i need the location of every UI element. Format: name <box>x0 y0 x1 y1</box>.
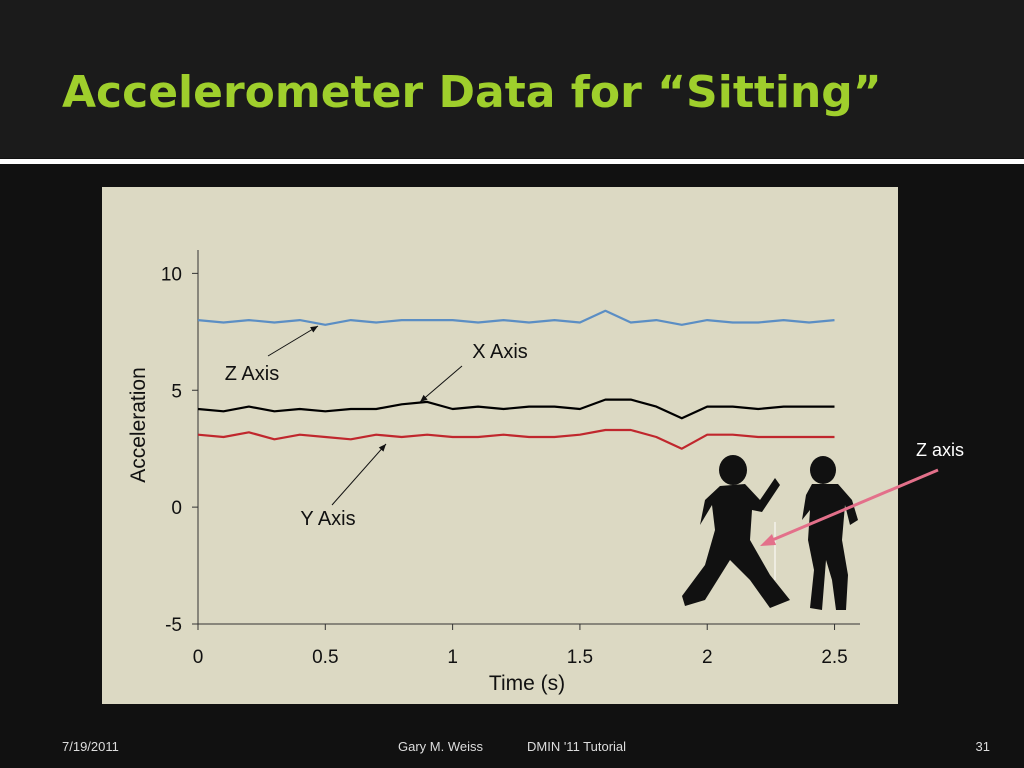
series-label: X Axis <box>472 341 528 363</box>
callout-arrow <box>769 468 939 543</box>
x-tick-label: 2 <box>702 647 713 668</box>
footer-date: 7/19/2011 <box>62 739 119 754</box>
x-tick-label: 0 <box>193 647 204 668</box>
footer-page: 31 <box>976 739 990 754</box>
title-bar <box>0 0 1024 158</box>
annotation-arrowhead <box>378 444 386 452</box>
annotation-arrowhead <box>420 394 428 402</box>
annotation-arrow <box>331 443 387 506</box>
x-tick-label: 1 <box>447 647 458 668</box>
x-tick-label: 2.5 <box>821 647 847 668</box>
callout-label: Z axis <box>916 440 964 460</box>
series-line <box>197 428 835 450</box>
y-tick-label: 0 <box>171 498 182 519</box>
slide-title: Accelerometer Data for “Sitting” <box>62 67 882 118</box>
x-tick-label: 0.5 <box>312 647 338 668</box>
title-rule <box>0 159 1024 164</box>
footer-event: DMIN '11 Tutorial <box>527 739 626 754</box>
series-label: Y Axis <box>300 508 355 530</box>
x-axis-label: Time (s) <box>489 672 565 695</box>
y-tick-label: 10 <box>161 264 182 285</box>
y-tick-label: -5 <box>165 615 182 636</box>
runners-figure <box>682 455 858 610</box>
series-line <box>197 309 835 326</box>
y-axis-label: Acceleration <box>127 367 150 483</box>
x-tick-label: 1.5 <box>567 647 593 668</box>
series-label: Z Axis <box>225 363 279 385</box>
annotation-arrow <box>267 325 319 357</box>
series-line <box>197 398 835 420</box>
footer-author: Gary M. Weiss <box>398 739 483 754</box>
y-tick-label: 5 <box>171 381 182 402</box>
callout-arrowhead <box>760 534 776 546</box>
annotation-arrow <box>419 365 463 403</box>
annotation-arrowhead <box>310 326 318 333</box>
chart-panel <box>102 187 898 704</box>
chart: -5 0 5 10 0 0.5 1 1.5 2 2.5 Time (s) Acceleration Z … <box>127 250 860 695</box>
